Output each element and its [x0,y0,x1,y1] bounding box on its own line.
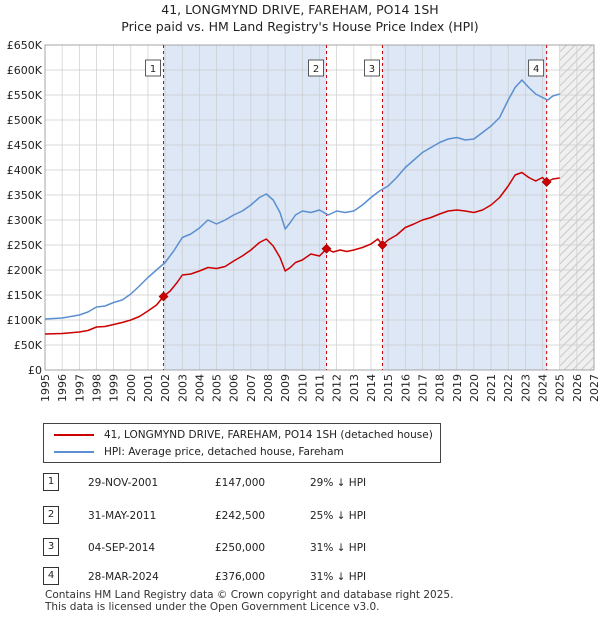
price-chart: 1 2 3 4 £0 £50K £100K £150K £200K £250K £300K £350K… [7,39,600,402]
legend-price-swatch [54,434,94,436]
x-tick-label: 2026 [571,374,584,402]
x-tick-label: 2002 [159,374,172,402]
x-tick-label: 2006 [228,374,241,402]
sale-number-badge: 3 [43,538,59,556]
sale-price: £250,000 [215,542,266,554]
x-tick-label: 2015 [382,374,395,402]
legend-hpi-label: HPI: Average price, detached house, Fare… [104,446,344,458]
sale-number-badge: 1 [43,473,59,491]
sale-label-box [308,59,324,77]
x-tick-label: 2011 [314,374,327,402]
sale-point [321,243,332,254]
legend-price-label: 41, LONGMYND DRIVE, FAREHAM, PO14 1SH (d… [104,429,433,441]
plot-border [44,44,595,371]
sale-point [377,240,388,250]
x-tick-label: 1997 [73,374,86,402]
sale-hpi-diff: 31% ↓ HPI [310,542,367,554]
x-tick-label: 2024 [537,374,550,402]
legend: 41, LONGMYND DRIVE, FAREHAM, PO14 1SH (d… [43,423,441,463]
x-tick-label: 1996 [56,374,69,402]
y-tick-label: £600K [7,64,43,77]
x-tick-label: 2013 [348,374,361,402]
x-tick-label: 2018 [434,374,447,402]
chart-title-address: 41, LONGMYND DRIVE, FAREHAM, PO14 1SH [161,2,439,17]
x-tick-label: 2016 [399,374,412,402]
y-tick-label: £550K [7,89,43,102]
y-tick-label: £350K [7,189,43,202]
sale-point [541,177,552,187]
y-tick-label: £400K [7,164,43,177]
x-tick-label: 2004 [193,374,206,402]
x-tick-label: 2009 [279,374,292,402]
x-tick-label: 2008 [262,374,275,402]
sale-number-badge: 2 [43,506,59,524]
y-tick-label: £200K [7,264,43,277]
x-tick-label: 2010 [296,374,309,402]
y-tick-label: £500K [7,114,43,127]
sale-date: 31-MAY-2011 [88,510,157,522]
legend-item-hpi: HPI: Average price, detached house, Fare… [54,444,344,460]
sale-label-number: 3 [369,64,375,75]
sale-price: £147,000 [215,477,266,489]
sale-price: £376,000 [215,571,266,583]
sale-period-band [163,45,327,370]
legend-hpi-swatch [54,451,94,453]
sale-hpi-diff: 25% ↓ HPI [310,510,367,522]
x-tick-label: 2014 [365,374,378,402]
x-tick-label: 2003 [176,374,189,402]
chart-subtitle: Price paid vs. HM Land Registry's House … [121,19,479,34]
y-tick-label: £450K [7,139,43,152]
sale-date: 29-NOV-2001 [88,477,159,489]
x-tick-label: 2025 [554,374,567,402]
y-tick-label: £300K [7,214,43,227]
sale-label-box [145,59,161,77]
sale-price: £242,500 [215,510,266,522]
x-tick-label: 1999 [108,374,121,402]
sale-row: 2 31-MAY-2011 £242,500 25% ↓ HPI [43,506,463,528]
sale-date: 28-MAR-2024 [88,571,159,583]
sale-row: 3 04-SEP-2014 £250,000 31% ↓ HPI [43,538,463,560]
x-tick-label: 2021 [485,374,498,402]
footer-copyright: Contains HM Land Registry data © Crown c… [45,589,454,601]
y-tick-label: £0 [28,364,42,377]
sale-label-box [364,59,380,77]
sale-label-number: 2 [313,64,319,75]
x-tick-label: 2000 [125,374,138,402]
price-series-line [44,171,560,335]
y-tick-label: £650K [7,39,43,52]
hpi-series-line [44,79,560,320]
x-tick-label: 2007 [245,374,258,402]
sale-label-number: 1 [150,64,156,75]
sale-point [158,291,169,302]
x-tick-label: 2001 [142,374,155,402]
sale-label-number: 4 [533,64,539,75]
x-tick-label: 1995 [39,374,52,402]
x-tick-label: 2012 [331,374,344,402]
x-tick-label: 1998 [90,374,103,402]
y-tick-label: £250K [7,239,43,252]
sale-date: 04-SEP-2014 [88,542,156,554]
sale-label-box [528,59,545,77]
x-tick-label: 2017 [416,374,429,402]
sale-row: 4 28-MAR-2024 £376,000 31% ↓ HPI [43,567,463,589]
sale-hpi-diff: 29% ↓ HPI [310,477,367,489]
y-tick-label: £100K [7,314,43,327]
sale-period-band [382,45,547,370]
footer-licence: This data is licensed under the Open Gov… [45,601,380,613]
x-tick-label: 2027 [588,374,600,402]
x-tick-label: 2023 [519,374,532,402]
legend-item-price: 41, LONGMYND DRIVE, FAREHAM, PO14 1SH (d… [54,427,433,443]
sale-hpi-diff: 31% ↓ HPI [310,571,367,583]
x-tick-label: 2022 [502,374,515,402]
x-tick-label: 2019 [451,374,464,402]
sale-number-badge: 4 [43,567,59,585]
x-tick-label: 2005 [211,374,224,402]
sale-row: 1 29-NOV-2001 £147,000 29% ↓ HPI [43,473,463,495]
y-tick-label: £150K [7,289,43,302]
y-tick-label: £50K [14,339,43,352]
x-tick-label: 2020 [468,374,481,402]
